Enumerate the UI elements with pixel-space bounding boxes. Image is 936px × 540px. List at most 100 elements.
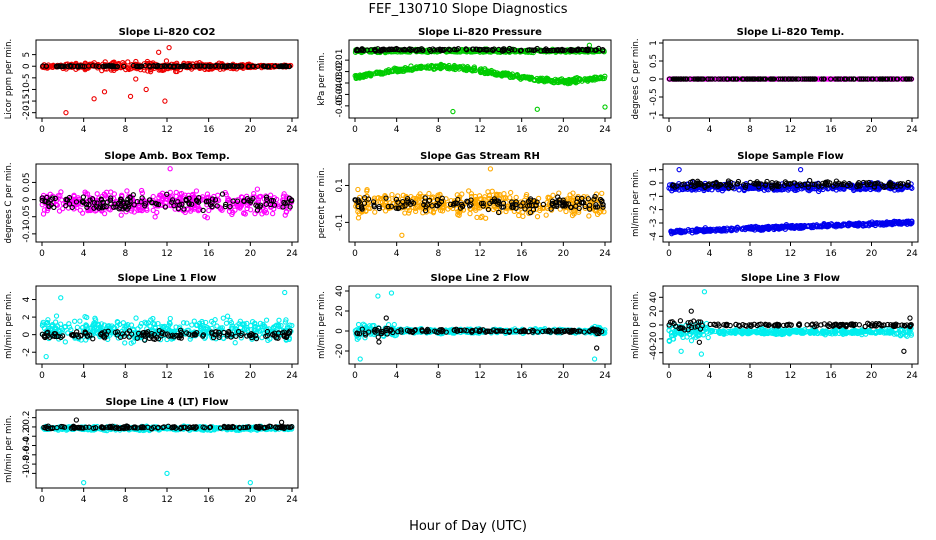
data-point	[832, 76, 839, 82]
data-point	[85, 207, 91, 214]
data-point	[289, 198, 295, 204]
y-tick-label: 0.1	[335, 178, 345, 192]
data-point	[174, 68, 180, 75]
data-point	[438, 199, 445, 205]
data-point	[270, 210, 276, 217]
y-tick-label: 0	[22, 332, 32, 338]
y-tick-label: -0.01	[335, 48, 345, 71]
x-tick-label: 20	[245, 249, 257, 259]
data-point	[380, 71, 386, 77]
x-tick-label: 8	[435, 249, 441, 259]
data-point	[500, 200, 507, 206]
data-point	[537, 205, 544, 211]
data-point	[699, 76, 705, 82]
y-axis-label: Licor ppm per min.	[4, 39, 14, 120]
data-point	[359, 206, 365, 212]
x-tick-label: 4	[394, 125, 400, 135]
data-point	[71, 318, 78, 324]
data-point	[456, 210, 463, 216]
data-point	[574, 75, 580, 81]
data-point	[489, 47, 495, 53]
x-tick-label: 20	[558, 125, 570, 135]
data-point	[600, 75, 606, 82]
data-point	[496, 46, 502, 53]
outlier-point	[797, 167, 804, 173]
data-point	[355, 215, 362, 221]
data-point	[534, 214, 541, 220]
data-point	[142, 203, 148, 209]
data-point	[153, 63, 159, 69]
data-point	[155, 201, 162, 208]
x-tick-label: 24	[286, 125, 298, 135]
data-point	[718, 76, 724, 82]
data-point	[541, 47, 547, 54]
data-point	[361, 200, 368, 206]
data-point	[91, 200, 97, 206]
data-point	[461, 67, 467, 73]
data-point	[268, 197, 275, 204]
x-tick-label: 0	[39, 249, 45, 259]
data-point	[262, 207, 269, 214]
data-point	[495, 209, 502, 216]
data-point	[362, 71, 368, 78]
data-point	[386, 47, 392, 53]
data-point	[365, 72, 371, 78]
data-point	[60, 205, 66, 212]
data-point	[502, 195, 508, 201]
data-point	[847, 76, 853, 82]
data-point	[388, 203, 394, 209]
data-point	[138, 187, 145, 194]
data-point	[895, 76, 901, 82]
data-point	[478, 214, 484, 221]
data-point	[571, 209, 577, 215]
data-point	[40, 63, 46, 69]
data-point	[456, 212, 462, 218]
data-point	[426, 190, 432, 197]
x-tick-label: 0	[39, 371, 45, 381]
outlier-point	[143, 86, 149, 93]
data-point	[468, 197, 474, 203]
outlier-point	[58, 295, 64, 301]
data-point	[77, 318, 83, 324]
data-point	[692, 76, 699, 82]
data-points	[39, 44, 294, 116]
data-point	[705, 76, 711, 82]
data-point	[903, 76, 909, 82]
data-point	[380, 195, 387, 201]
y-tick-label: -0.03	[335, 71, 345, 94]
data-point	[80, 194, 87, 200]
data-point	[544, 48, 550, 54]
data-point	[503, 199, 509, 206]
data-point	[422, 64, 428, 70]
data-point	[550, 192, 556, 198]
data-point	[393, 45, 400, 52]
data-point	[245, 202, 251, 208]
data-point	[101, 211, 108, 217]
data-point	[523, 74, 529, 80]
data-points	[352, 42, 608, 115]
data-point	[193, 197, 200, 203]
data-point	[122, 340, 128, 346]
x-tick-label: 24	[286, 249, 298, 259]
data-point	[205, 63, 211, 69]
data-point	[74, 63, 81, 69]
data-point	[439, 195, 445, 201]
data-point	[805, 76, 811, 82]
data-point	[357, 75, 363, 81]
data-point	[124, 206, 130, 212]
data-point	[144, 58, 151, 65]
data-point	[131, 202, 137, 208]
data-point	[576, 195, 583, 202]
data-point	[393, 205, 399, 211]
data-point	[482, 194, 488, 200]
y-tick-label: 0	[649, 76, 659, 82]
x-tick-label: 4	[707, 249, 713, 259]
data-point	[247, 207, 254, 213]
data-point	[111, 191, 118, 197]
data-point	[55, 63, 61, 70]
data-point	[220, 315, 226, 321]
data-point	[545, 194, 551, 200]
data-point	[490, 206, 497, 213]
data-point	[463, 46, 469, 52]
x-tick-label: 16	[203, 371, 215, 381]
